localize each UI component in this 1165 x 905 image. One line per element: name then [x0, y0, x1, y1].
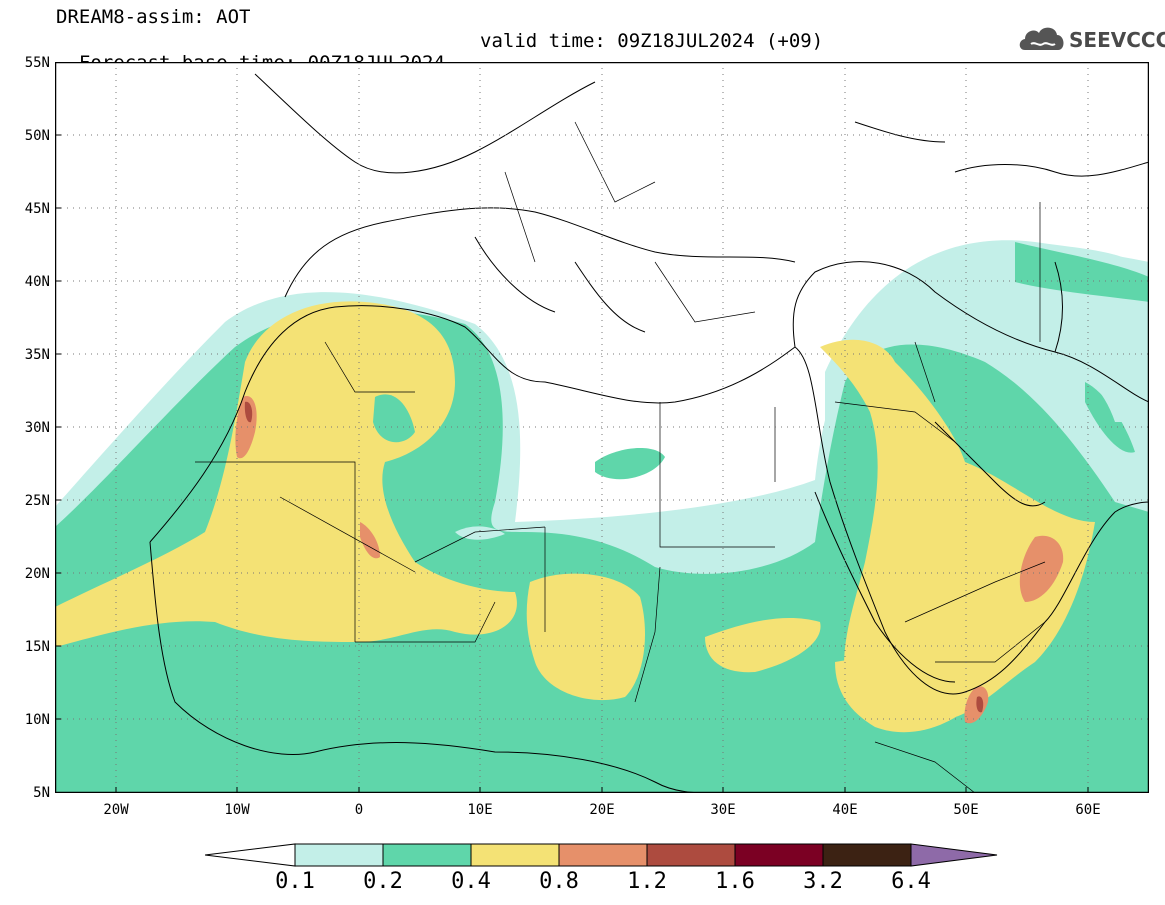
lon-label: 50E [953, 802, 979, 818]
country-borders [195, 121, 1046, 793]
valid-time-label: valid time: 09Z18JUL2024 (+09) [480, 30, 824, 52]
lon-label: 60E [1075, 802, 1101, 818]
lat-label: 55N [24, 55, 50, 71]
aot-band-0.4 [55, 301, 1095, 733]
graticule [55, 62, 1149, 793]
colorbar-label: 0.2 [363, 869, 403, 894]
lon-label: 30E [710, 802, 736, 818]
lat-label: 20N [24, 566, 50, 582]
seevccc-logo: SEEVCCC [1017, 22, 1165, 58]
lat-label: 50N [24, 128, 50, 144]
lon-label: 20E [589, 802, 615, 818]
colorbar-label: 1.6 [715, 869, 755, 894]
colorbar-bin [470, 843, 560, 867]
lon-label: 10E [467, 802, 493, 818]
lon-label: 0 [354, 802, 364, 818]
lat-label: 25N [24, 493, 50, 509]
cloud-icon [1019, 27, 1064, 50]
colorbar-label: 0.8 [539, 869, 579, 894]
colorbar [205, 843, 998, 867]
colorbar-bin [558, 843, 648, 867]
colorbar-bin [294, 843, 384, 867]
colorbar-high-arrow [910, 843, 998, 867]
colorbar-low-arrow [205, 843, 296, 867]
lat-label: 35N [24, 347, 50, 363]
lat-label: 45N [24, 201, 50, 217]
lat-label: 10N [24, 712, 50, 728]
colorbar-label: 1.2 [627, 869, 667, 894]
aot-low-patches [373, 362, 1149, 540]
colorbar-label: 3.2 [803, 869, 843, 894]
colorbar-bin [646, 843, 736, 867]
colorbar-bin [822, 843, 912, 867]
colorbar-bin [734, 843, 824, 867]
coastlines [149, 73, 1149, 793]
lon-label: 20W [103, 802, 129, 818]
colorbar-label: 6.4 [891, 869, 931, 894]
lat-label: 5N [33, 785, 50, 801]
lat-label: 15N [24, 639, 50, 655]
colorbar-label: 0.4 [451, 869, 491, 894]
lat-label: 40N [24, 274, 50, 290]
colorbar-bin [382, 843, 472, 867]
tick-marks [55, 134, 1089, 793]
logo-text: SEEVCCC [1069, 28, 1165, 52]
aot-band-1.2 [244, 401, 984, 713]
map-title: DREAM8-assim: AOT [56, 6, 251, 28]
colorbar-label: 0.1 [275, 869, 315, 894]
lat-label: 30N [24, 420, 50, 436]
lon-label: 10W [224, 802, 250, 818]
aot-map [55, 62, 1149, 793]
lon-label: 40E [832, 802, 858, 818]
